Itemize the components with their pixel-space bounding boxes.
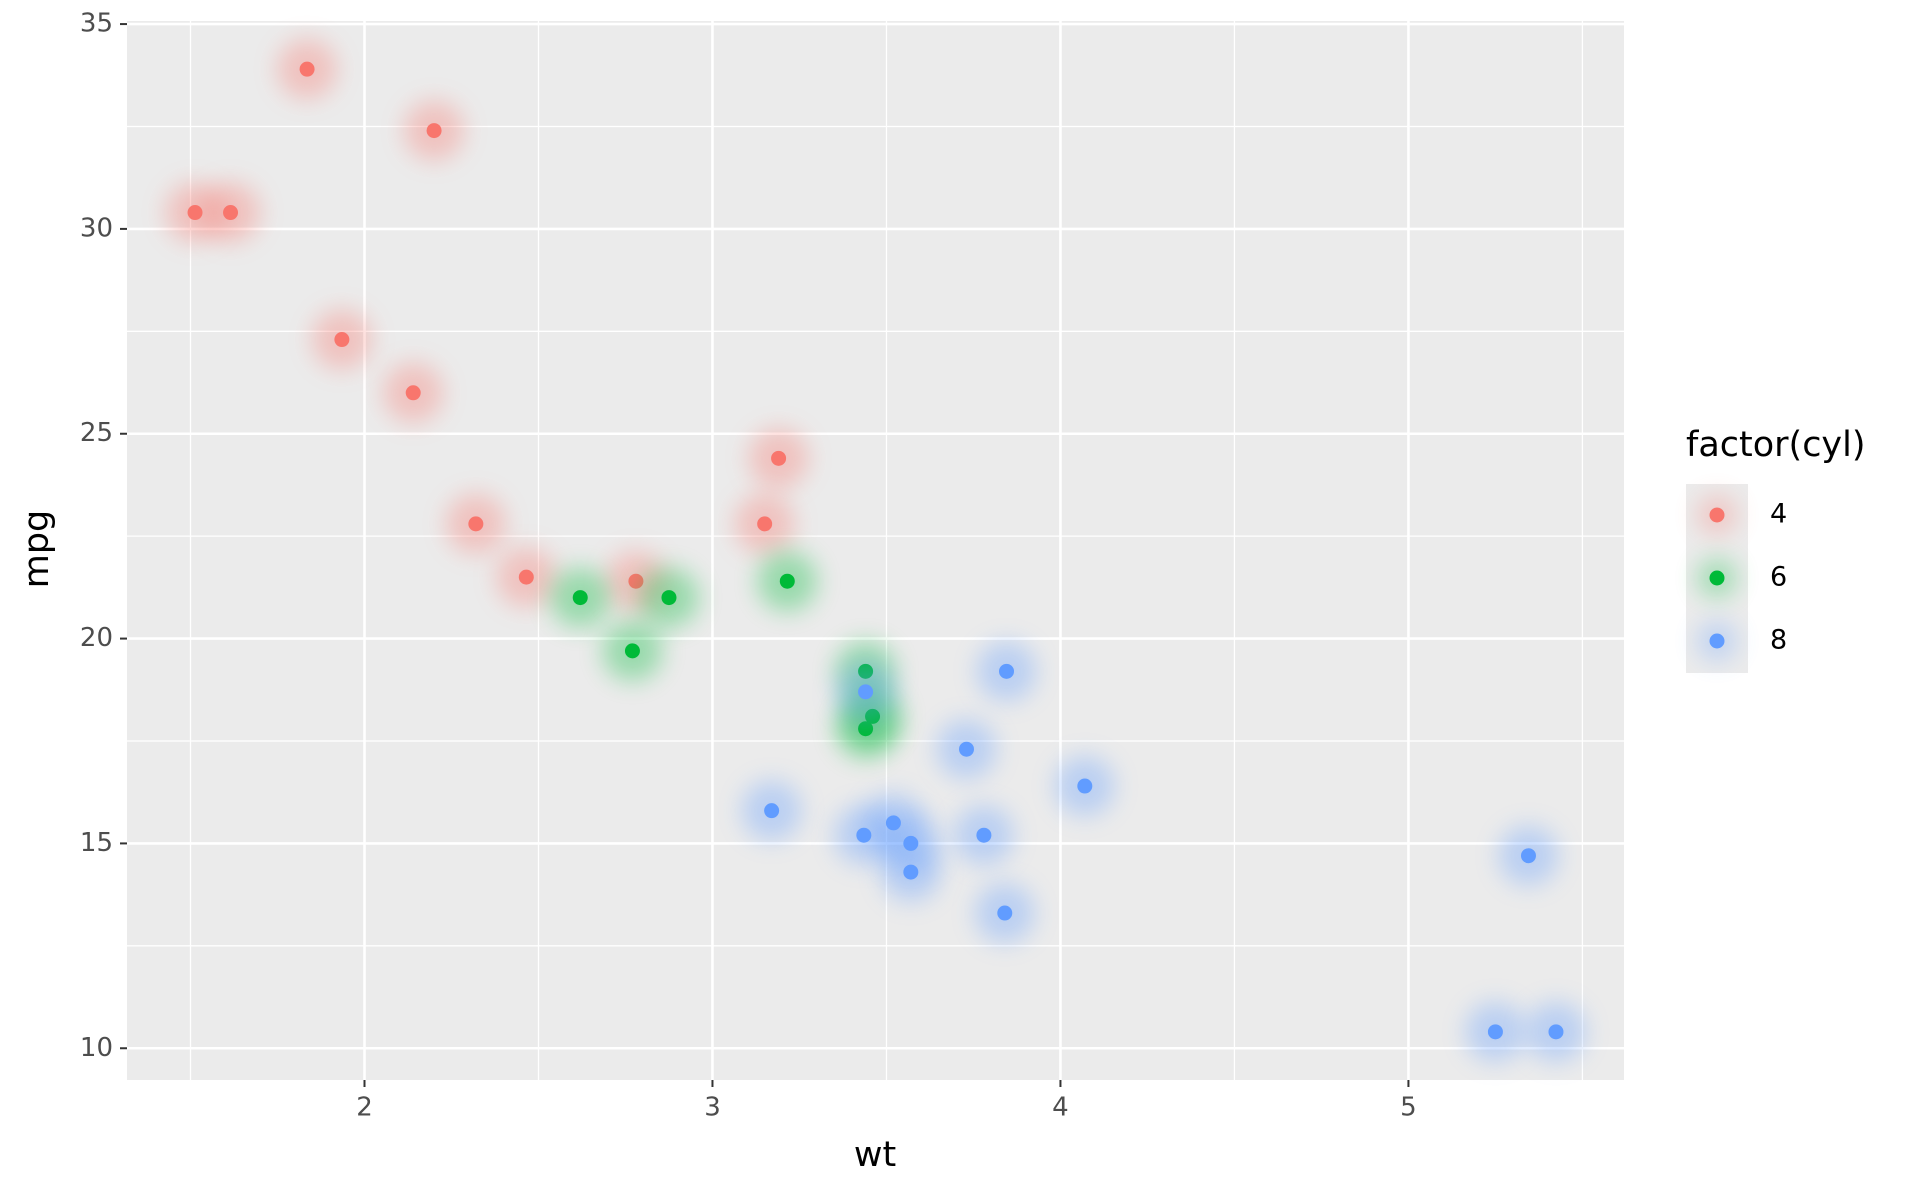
y-tick-label: 35 [80, 9, 113, 39]
y-tick-label: 25 [80, 418, 113, 448]
point [757, 516, 773, 532]
legend-key [1709, 570, 1725, 586]
point [572, 590, 588, 606]
point [903, 835, 919, 851]
point [779, 573, 795, 589]
legend-label: 6 [1770, 562, 1787, 593]
legend-key [1709, 633, 1725, 649]
x-axis-title: wt [854, 1135, 896, 1175]
point [187, 205, 203, 221]
point [405, 385, 421, 401]
point [334, 332, 350, 348]
point [299, 61, 315, 77]
y-axis-title: mpg [17, 510, 57, 589]
point [858, 684, 874, 700]
point [1520, 848, 1536, 864]
legend-key [1709, 507, 1725, 523]
point [1077, 778, 1093, 794]
legend-label: 8 [1770, 625, 1787, 656]
point [223, 205, 239, 221]
point [856, 827, 872, 843]
x-tick-label: 4 [1052, 1093, 1069, 1123]
point [885, 815, 901, 831]
y-tick-label: 10 [80, 1033, 113, 1063]
point [1487, 1024, 1503, 1040]
point [999, 663, 1015, 679]
panel [127, 21, 1624, 1080]
x-tick-label: 2 [356, 1093, 373, 1123]
legend-title: factor(cyl) [1686, 425, 1866, 465]
point [764, 803, 780, 819]
point [661, 590, 677, 606]
legend-label: 4 [1770, 499, 1787, 530]
point [997, 905, 1013, 921]
point [518, 569, 534, 585]
point [468, 516, 484, 532]
point [624, 643, 640, 659]
point [1548, 1024, 1564, 1040]
y-tick-label: 30 [80, 213, 113, 243]
point [903, 864, 919, 880]
point [976, 827, 992, 843]
x-tick-label: 5 [1400, 1093, 1417, 1123]
y-tick-label: 20 [80, 623, 113, 653]
point [628, 573, 644, 589]
x-tick-label: 3 [704, 1093, 721, 1123]
point [426, 123, 442, 139]
point [858, 721, 874, 737]
y-tick-label: 15 [80, 828, 113, 858]
point [958, 741, 974, 757]
point [771, 450, 787, 466]
